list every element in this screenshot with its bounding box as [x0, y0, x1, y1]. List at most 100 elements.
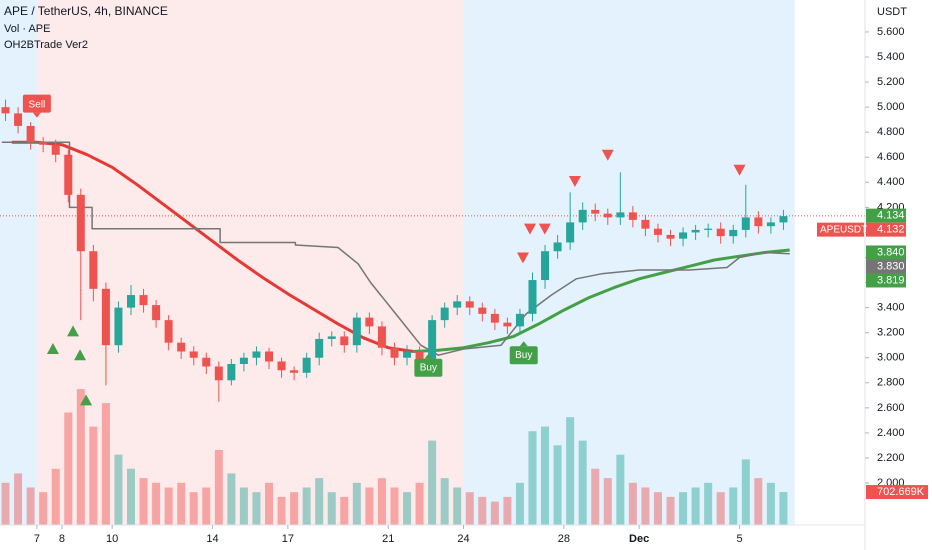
volume-bar: [490, 501, 499, 525]
signal-label: Sell: [22, 94, 51, 118]
sell-arrow: [523, 223, 536, 235]
candle-body: [265, 351, 274, 362]
volume-bar: [628, 482, 637, 525]
volume-bar: [227, 473, 236, 525]
y-tick-label: 5.400: [877, 51, 905, 63]
background-layer: [0, 0, 795, 525]
candle-body: [465, 301, 474, 308]
price-tag-label: 3.840: [877, 246, 905, 258]
price-tag: [866, 245, 906, 260]
candle-body: [89, 251, 98, 289]
candle-body: [390, 347, 399, 358]
signal-label: Buy: [414, 353, 443, 377]
volume-bar: [515, 482, 524, 525]
signal-box: [414, 358, 443, 377]
candle-body: [741, 217, 750, 230]
signal-pointer: [32, 112, 41, 118]
candle-body: [114, 307, 123, 346]
x-tick-label: 17: [282, 533, 294, 545]
candle-body: [653, 228, 662, 235]
volume-bar: [440, 478, 449, 525]
candle-body: [51, 144, 60, 155]
candle-body: [616, 212, 625, 218]
y-tick-label: 2.800: [877, 377, 905, 389]
candle-body: [754, 217, 763, 227]
price-tag: [866, 273, 906, 288]
candle-body: [440, 307, 449, 321]
volume-bar: [101, 403, 110, 525]
candle-body: [101, 288, 110, 346]
price-tag-label: 3.819: [877, 274, 905, 286]
volume-bar: [666, 496, 675, 525]
symbol-tag: [817, 222, 864, 237]
y-tick-label: 4.400: [877, 176, 905, 188]
price-tag-label: 3.830: [877, 260, 905, 272]
candle-body: [239, 357, 248, 364]
candle-body: [177, 342, 186, 352]
volume-bar: [415, 482, 424, 525]
volume-bar: [528, 431, 537, 525]
volume-bar: [239, 487, 248, 525]
volume-bar: [578, 440, 587, 525]
volume-bar: [428, 440, 437, 525]
sell-arrow: [733, 164, 746, 176]
x-tick-label: 24: [457, 533, 469, 545]
buy-arrow: [46, 342, 59, 354]
volume-bar: [377, 478, 386, 525]
y-tick-label: 2.600: [877, 402, 905, 414]
volume-bar: [503, 496, 512, 525]
volume-bar: [704, 482, 713, 525]
volume-bar: [14, 473, 23, 525]
indicator-line: [11, 140, 414, 353]
sell-arrow: [538, 223, 551, 235]
signal-text: Buy: [515, 350, 532, 361]
candle-body: [1, 107, 10, 114]
x-tick-label: 5: [736, 533, 742, 545]
volume-bar: [265, 482, 274, 525]
volume-bar: [729, 487, 738, 525]
signal-region: [36, 0, 464, 525]
signal-pointer: [519, 341, 528, 347]
candle-body: [14, 113, 23, 126]
candle-body: [302, 357, 311, 373]
candle-body: [139, 295, 148, 306]
volume-bar: [51, 468, 60, 525]
y-tick-label: 4.600: [877, 151, 905, 163]
candle-body: [641, 219, 650, 229]
price-tag: [866, 208, 906, 223]
volume-bar: [566, 417, 575, 525]
candle-body: [340, 336, 349, 346]
volume-bar: [541, 426, 550, 525]
volume-bar: [177, 482, 186, 525]
candle-body: [478, 307, 487, 314]
volume-bar: [716, 492, 725, 525]
volume-bar: [641, 487, 650, 525]
signal-region: [463, 0, 795, 525]
volume-tag: [866, 485, 928, 500]
candle-body: [428, 320, 437, 368]
candle-body: [202, 357, 211, 367]
volume-bar: [252, 492, 261, 525]
volume-bar: [277, 496, 286, 525]
candle-body: [779, 216, 788, 223]
volume-bar: [679, 492, 688, 525]
volume-bar: [453, 487, 462, 525]
y-axis-label: USDT: [877, 6, 907, 18]
volume-bar: [202, 487, 211, 525]
candle-body: [666, 234, 675, 239]
volume-tag-label: 702.669K: [877, 486, 925, 498]
buy-arrow: [74, 349, 87, 361]
candle-body: [64, 154, 73, 195]
candle-body: [490, 313, 499, 323]
volume-bar: [553, 445, 562, 525]
candle-body: [704, 228, 713, 230]
volume-bar: [603, 478, 612, 525]
sell-arrow: [568, 176, 581, 188]
signal-region: [0, 0, 37, 525]
volume-bar: [76, 389, 85, 525]
symbol-tag-label: APEUSDT: [820, 224, 867, 235]
candle-body: [603, 213, 612, 218]
chart-title: APE / TetherUS, 4h, BINANCE: [4, 4, 168, 18]
volume-bar: [478, 496, 487, 525]
